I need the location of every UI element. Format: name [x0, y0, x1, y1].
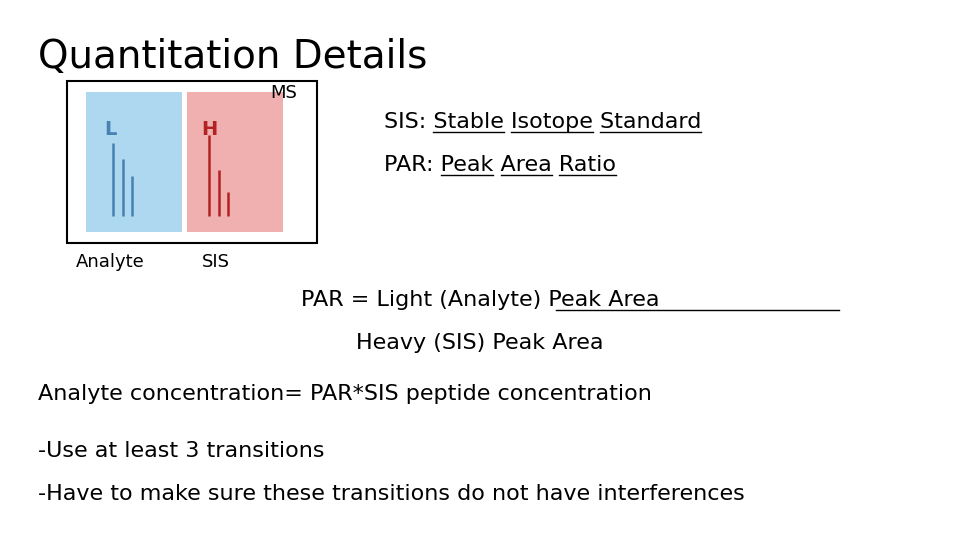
Text: -Use at least 3 transitions: -Use at least 3 transitions — [38, 441, 324, 461]
Text: -Have to make sure these transitions do not have interferences: -Have to make sure these transitions do … — [38, 484, 745, 504]
Text: H: H — [202, 120, 217, 139]
Text: L: L — [105, 120, 116, 139]
Bar — [187, 92, 283, 232]
Text: PAR = Light (Analyte) Peak Area: PAR = Light (Analyte) Peak Area — [300, 289, 660, 310]
Text: Analyte concentration= PAR*SIS peptide concentration: Analyte concentration= PAR*SIS peptide c… — [38, 384, 652, 404]
Text: PAR: Peak Area Ratio: PAR: Peak Area Ratio — [384, 154, 616, 175]
Text: SIS: Stable Isotope Standard: SIS: Stable Isotope Standard — [384, 111, 702, 132]
Text: MS: MS — [270, 84, 297, 102]
Text: Analyte: Analyte — [76, 253, 145, 271]
Text: Quantitation Details: Quantitation Details — [38, 38, 428, 76]
Text: Heavy (SIS) Peak Area: Heavy (SIS) Peak Area — [356, 333, 604, 353]
Bar — [86, 92, 182, 232]
Bar — [67, 81, 317, 243]
Text: SIS: SIS — [202, 253, 230, 271]
